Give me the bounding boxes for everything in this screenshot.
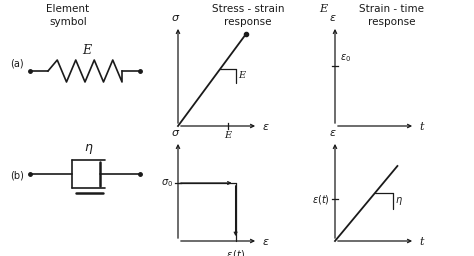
Text: $\sigma_0$: $\sigma_0$ bbox=[161, 177, 173, 189]
Text: $\eta$: $\eta$ bbox=[395, 195, 403, 207]
Text: E: E bbox=[238, 71, 245, 80]
Text: E: E bbox=[82, 44, 91, 57]
Text: Stress - strain
response: Stress - strain response bbox=[212, 4, 284, 27]
Text: $\varepsilon(t)$: $\varepsilon(t)$ bbox=[312, 193, 330, 206]
Text: Element
symbol: Element symbol bbox=[46, 4, 90, 27]
Text: Strain - time
response: Strain - time response bbox=[359, 4, 425, 27]
Text: E: E bbox=[319, 4, 327, 14]
Text: E: E bbox=[224, 131, 231, 140]
Text: $\varepsilon$: $\varepsilon$ bbox=[329, 13, 337, 23]
Text: $\eta$: $\eta$ bbox=[84, 142, 93, 156]
Text: t: t bbox=[419, 122, 423, 132]
Text: $\sigma$: $\sigma$ bbox=[171, 13, 181, 23]
Text: $\varepsilon\,(t)$: $\varepsilon\,(t)$ bbox=[226, 248, 246, 256]
Text: (b): (b) bbox=[10, 171, 24, 181]
Text: $\varepsilon_0$: $\varepsilon_0$ bbox=[340, 52, 351, 64]
Text: $\varepsilon$: $\varepsilon$ bbox=[262, 237, 270, 247]
Text: $\varepsilon$: $\varepsilon$ bbox=[329, 128, 337, 138]
Text: t: t bbox=[419, 237, 423, 247]
Text: (a): (a) bbox=[10, 59, 24, 69]
Text: $\varepsilon$: $\varepsilon$ bbox=[262, 122, 270, 132]
Text: $\sigma$: $\sigma$ bbox=[171, 128, 181, 138]
